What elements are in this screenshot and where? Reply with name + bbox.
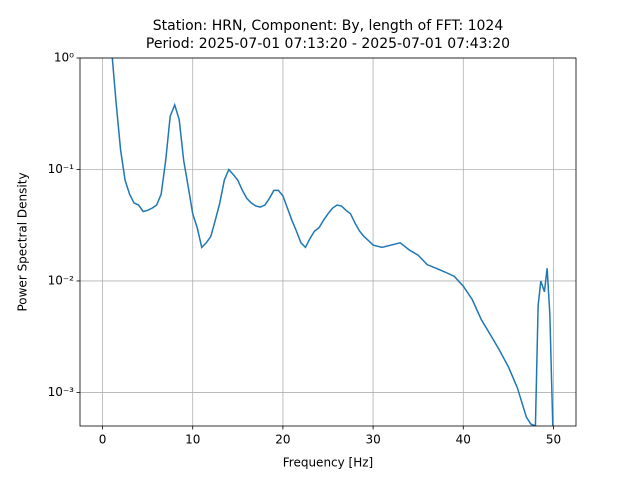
chart-subtitle: Period: 2025-07-01 07:13:20 - 2025-07-01…	[146, 36, 510, 52]
y-tick-label: 10⁻¹	[48, 162, 75, 176]
x-tick-label: 0	[99, 433, 107, 447]
psd-line	[111, 58, 554, 426]
x-tick-label: 10	[185, 433, 200, 447]
x-axis-label: Frequency [Hz]	[283, 456, 374, 470]
plot-frame	[79, 57, 577, 427]
x-tick-label: 50	[546, 433, 561, 447]
chart-title: Station: HRN, Component: By, length of F…	[153, 18, 504, 34]
y-tick-label: 10⁰	[54, 51, 74, 65]
x-tick-label: 20	[275, 433, 290, 447]
x-tick-label: 40	[456, 433, 471, 447]
x-tick-label: 30	[365, 433, 380, 447]
y-tick-label: 10⁻³	[48, 385, 75, 399]
y-axis-label: Power Spectral Density	[16, 172, 30, 311]
y-tick-label: 10⁻²	[48, 273, 75, 287]
